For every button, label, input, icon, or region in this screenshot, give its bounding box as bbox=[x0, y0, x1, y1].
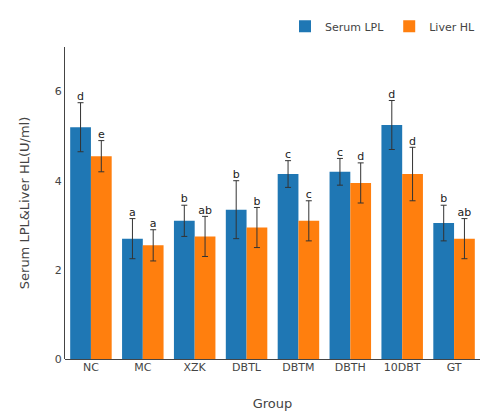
svg-text:c: c bbox=[337, 146, 343, 159]
svg-text:e: e bbox=[98, 128, 105, 141]
svg-text:Group: Group bbox=[253, 396, 293, 411]
svg-text:MC: MC bbox=[134, 361, 151, 374]
svg-text:XZK: XZK bbox=[184, 361, 207, 374]
svg-text:DBTM: DBTM bbox=[282, 361, 314, 374]
svg-text:a: a bbox=[150, 217, 157, 230]
svg-text:NC: NC bbox=[83, 361, 99, 374]
svg-text:4: 4 bbox=[55, 175, 62, 188]
svg-text:a: a bbox=[129, 206, 136, 219]
svg-text:ab: ab bbox=[198, 204, 212, 217]
svg-text:c: c bbox=[285, 148, 291, 161]
svg-text:ab: ab bbox=[458, 206, 472, 219]
svg-text:GT: GT bbox=[447, 361, 462, 374]
svg-text:10DBT: 10DBT bbox=[384, 361, 421, 374]
svg-text:6: 6 bbox=[55, 85, 62, 98]
svg-text:d: d bbox=[77, 90, 84, 103]
svg-text:Liver HL: Liver HL bbox=[429, 21, 475, 34]
svg-text:DBTH: DBTH bbox=[335, 361, 366, 374]
svg-text:2: 2 bbox=[55, 264, 62, 277]
svg-text:d: d bbox=[388, 88, 395, 101]
svg-text:d: d bbox=[357, 150, 364, 163]
svg-text:b: b bbox=[181, 192, 188, 205]
svg-text:Serum LPL: Serum LPL bbox=[325, 21, 384, 34]
svg-text:0: 0 bbox=[55, 353, 62, 366]
svg-text:Serum LPL&Liver HL(U/ml): Serum LPL&Liver HL(U/ml) bbox=[17, 117, 32, 289]
svg-text:b: b bbox=[440, 192, 447, 205]
svg-text:d: d bbox=[409, 135, 416, 148]
svg-text:c: c bbox=[306, 188, 312, 201]
svg-text:b: b bbox=[233, 168, 240, 181]
svg-text:b: b bbox=[253, 195, 260, 208]
svg-text:DBTL: DBTL bbox=[232, 361, 262, 374]
